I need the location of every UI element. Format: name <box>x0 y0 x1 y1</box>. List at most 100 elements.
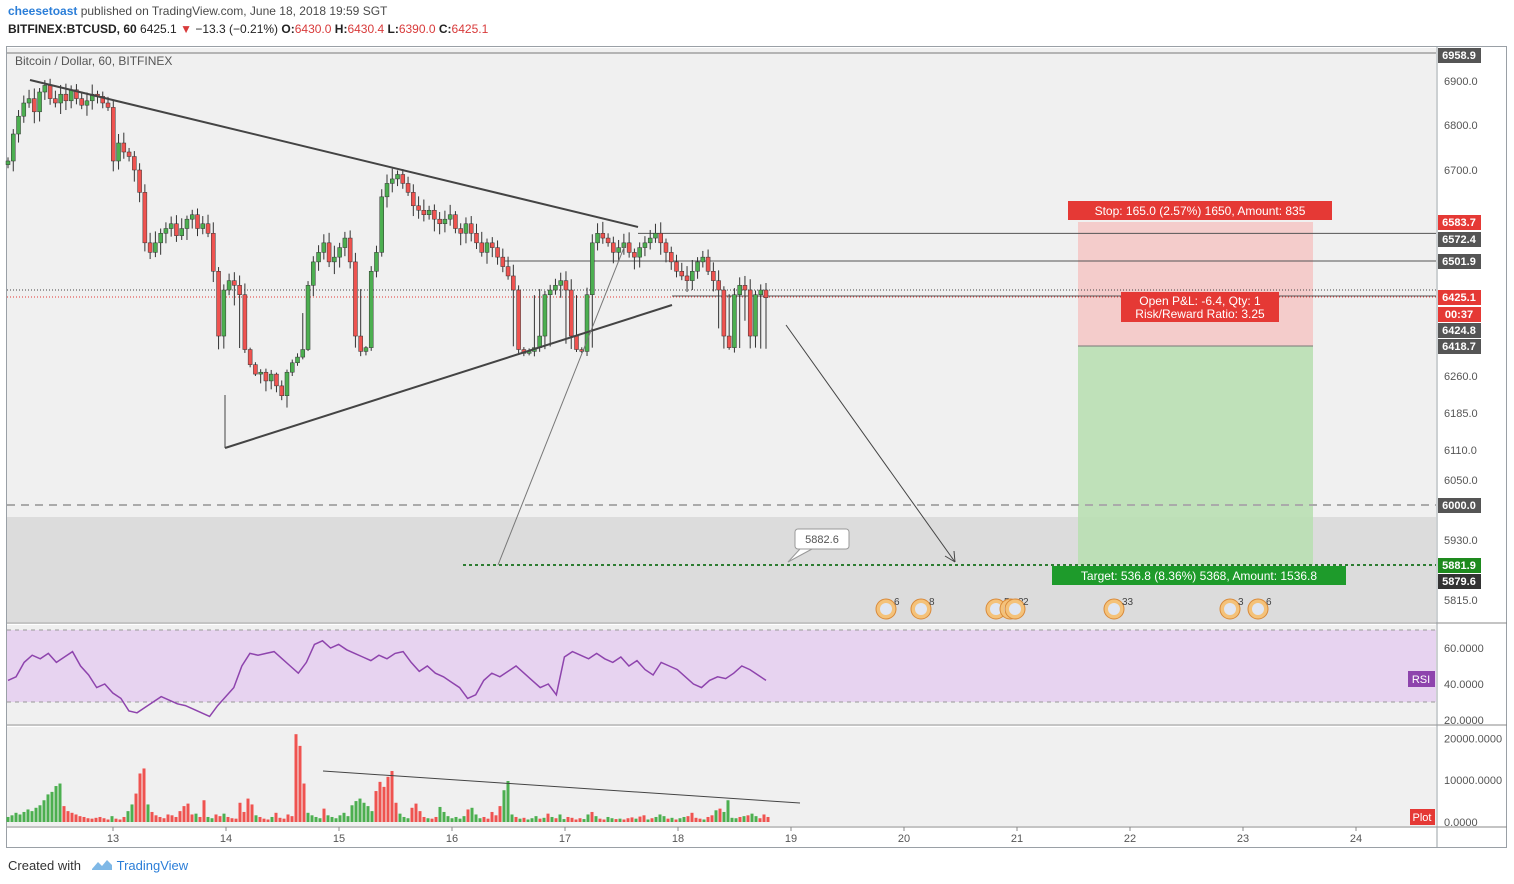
volume-bar <box>34 807 38 822</box>
volume-bar <box>330 816 334 822</box>
candle <box>700 250 706 268</box>
volume-bar <box>694 817 698 822</box>
candle <box>468 216 474 242</box>
candle <box>484 238 490 264</box>
volume-bar <box>534 816 538 822</box>
volume-bar <box>10 815 14 822</box>
price-badge <box>1438 290 1481 305</box>
candle-body <box>669 252 674 263</box>
candle-body <box>468 223 474 234</box>
candle <box>358 289 363 357</box>
candle-body <box>737 285 742 295</box>
volume-bar <box>514 816 518 822</box>
x-tick-label: 16 <box>446 833 458 845</box>
volume-bar <box>134 793 138 822</box>
candle <box>611 236 616 264</box>
candle-body <box>279 385 284 396</box>
price-tick-label: 5815.0 <box>1444 595 1478 607</box>
volume-bar <box>562 819 566 822</box>
candle <box>553 278 558 295</box>
symbol-label: BITFINEX:BTCUSD, 60 <box>8 22 137 36</box>
volume-bar <box>418 811 422 822</box>
price-tick-label: 6110.0 <box>1444 445 1477 457</box>
candle <box>416 196 421 219</box>
volume-bar <box>126 811 130 822</box>
candle-body <box>121 142 127 153</box>
candle-body <box>5 160 11 165</box>
volume-bar <box>286 814 290 822</box>
price-callout: 5882.6 <box>787 528 850 563</box>
candle-body <box>384 183 390 198</box>
volume-bar <box>354 801 358 822</box>
candle <box>237 275 242 349</box>
candle <box>132 151 137 182</box>
symbol-line: BITFINEX:BTCUSD, 60 6425.1 ▼ −13.3 (−0.2… <box>8 22 488 36</box>
candle <box>763 282 769 349</box>
candle <box>284 369 290 408</box>
volume-bar <box>174 816 178 822</box>
candle-body <box>53 98 58 104</box>
volume-bar <box>738 816 742 822</box>
volume-bar <box>614 819 618 822</box>
target-label: Target: 536.8 (8.36%) 5368, Amount: 1536… <box>1081 569 1317 583</box>
author-link[interactable]: cheesetoast <box>8 4 78 18</box>
footer: Created with TradingView <box>8 858 188 873</box>
candle-body <box>595 233 600 244</box>
volume-bar <box>686 816 690 822</box>
candle-body <box>600 233 606 239</box>
stop-label-box <box>1068 201 1332 220</box>
volume-bar <box>254 815 258 822</box>
price-badge <box>1438 232 1481 247</box>
candle-body <box>721 289 727 337</box>
candle <box>674 254 679 278</box>
volume-bar <box>378 781 382 822</box>
volume-bar <box>82 816 86 822</box>
price-badge-label: 6425.1 <box>1442 292 1476 304</box>
volume-bar <box>238 802 242 822</box>
event-count: 2 <box>1023 597 1029 608</box>
volume-bar <box>758 818 762 822</box>
volume-bar <box>606 816 610 822</box>
candle-body <box>363 347 369 352</box>
rsi-line <box>7 639 767 718</box>
rsi-tick-label: 20.0000 <box>1444 715 1484 727</box>
tradingview-link[interactable]: TradingView <box>116 858 189 873</box>
price-tick-label: 5930.0 <box>1444 535 1478 547</box>
volume-bar <box>186 803 190 822</box>
candle <box>295 353 300 366</box>
candle <box>405 176 411 196</box>
volume-bar <box>230 818 234 822</box>
volume-bar <box>54 786 58 822</box>
candle <box>21 95 27 123</box>
x-tick-label: 22 <box>1124 833 1136 845</box>
publish-line: cheesetoast published on TradingView.com… <box>8 4 387 18</box>
event-count: 33 <box>1122 597 1134 608</box>
candle-body <box>663 242 669 253</box>
volume-bar <box>630 817 634 822</box>
event-flag-inner <box>915 603 927 615</box>
candle <box>479 231 484 257</box>
volume-bar <box>266 819 270 822</box>
candle-body <box>211 233 216 272</box>
candle <box>74 84 79 105</box>
candle <box>647 229 653 250</box>
candle-body <box>642 242 648 248</box>
volume-bar <box>582 819 586 822</box>
volume-bar <box>642 815 646 822</box>
volume-bar <box>638 816 642 822</box>
candle-body <box>563 280 569 291</box>
volume-bar <box>250 804 254 822</box>
volume-bar <box>490 811 494 822</box>
candle <box>268 369 274 390</box>
volume-bar <box>762 814 766 822</box>
candle-body <box>184 218 190 229</box>
candle <box>163 222 169 244</box>
volume-bar <box>122 816 126 822</box>
candle <box>137 163 142 203</box>
price-badge <box>1438 574 1481 589</box>
event-flag-icon: 8 <box>910 597 935 620</box>
price-badge <box>1438 558 1481 573</box>
volume-bar <box>574 819 578 822</box>
event-flag-inner <box>1252 603 1264 615</box>
